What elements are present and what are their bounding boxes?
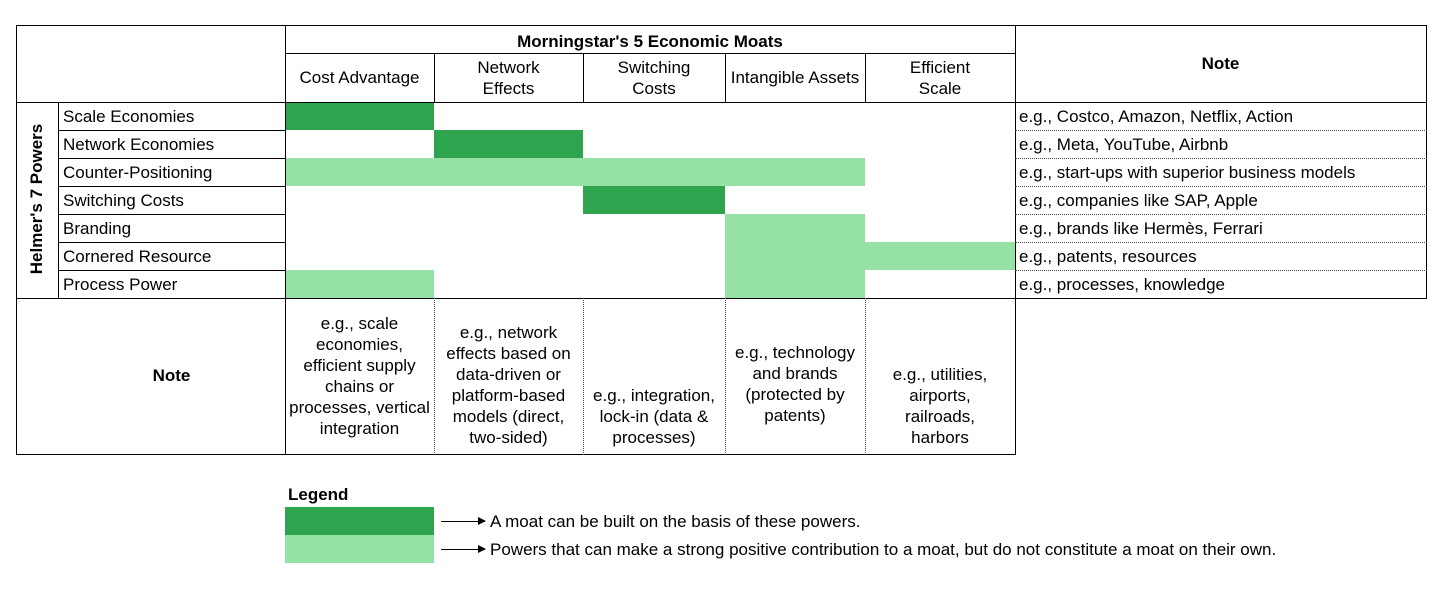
moat-header-network-effects: Network Effects — [477, 57, 540, 98]
grid-line — [58, 102, 59, 299]
grid-line — [1015, 25, 1016, 455]
moat-header-cost-advantage: Cost Advantage — [299, 68, 420, 87]
grid-line — [725, 298, 726, 455]
power-label: Network Economies — [63, 135, 215, 154]
power-label: Process Power — [63, 275, 178, 294]
power-note: e.g., start-ups with superior business m… — [1019, 163, 1356, 182]
grid-line — [16, 25, 17, 455]
legend-arrow-light — [441, 545, 486, 553]
grid-line — [583, 298, 584, 455]
bottom-note-cost-advantage: e.g., scale economies, efficient supply … — [289, 313, 430, 438]
moat-header-efficient-scale: Efficient Scale — [909, 57, 971, 98]
power-note: e.g., Meta, YouTube, Airbnb — [1019, 135, 1229, 154]
bottom-note-switching-costs: e.g., integration, lock-in (data & proce… — [593, 386, 715, 447]
power-label: Counter-Positioning — [63, 163, 213, 182]
grid-line — [58, 242, 286, 243]
grid-line — [865, 53, 866, 103]
grid-line — [1426, 25, 1427, 299]
power-note: e.g., Costco, Amazon, Netflix, Action — [1019, 107, 1294, 126]
legend-swatch-light — [285, 535, 434, 563]
power-label: Branding — [63, 219, 132, 238]
moats-group-title: Morningstar's 5 Economic Moats — [517, 31, 783, 51]
matrix-cell-dark — [434, 130, 583, 158]
grid-line — [16, 454, 1016, 455]
power-note: e.g., processes, knowledge — [1019, 275, 1226, 294]
helmers-7-powers-label: Helmer's 7 Powers — [27, 123, 46, 275]
grid-line — [16, 25, 1427, 26]
moat-header-switching-costs: Switching Costs — [617, 57, 691, 98]
legend-swatch-dark — [285, 507, 434, 535]
legend-title: Legend — [288, 485, 349, 504]
grid-line — [434, 298, 435, 455]
grid-line — [16, 298, 1427, 299]
matrix-cell-light — [434, 158, 583, 186]
grid-line — [865, 298, 866, 455]
bottom-note-efficient-scale: e.g., utilities, airports, railroads, ha… — [892, 365, 988, 447]
grid-line — [1015, 214, 1427, 215]
grid-line — [1015, 186, 1427, 187]
matrix-cell-dark — [583, 186, 725, 214]
power-label: Switching Costs — [63, 191, 184, 210]
power-label: Scale Economies — [63, 107, 195, 126]
grid-line — [285, 53, 1016, 54]
grid-line — [16, 102, 1427, 103]
matrix-cell-light — [725, 158, 865, 186]
bottom-note-label: Note — [152, 366, 191, 385]
bottom-note-network-effects: e.g., network effects based on data-driv… — [446, 323, 571, 447]
legend-arrow-dark — [441, 517, 486, 525]
matrix-cell-light — [285, 158, 434, 186]
grid-line — [1015, 130, 1427, 131]
grid-line — [434, 53, 435, 103]
grid-line — [58, 270, 286, 271]
grid-line — [1015, 158, 1427, 159]
grid-line — [1015, 242, 1427, 243]
legend-text-dark: A moat can be built on the basis of thes… — [490, 512, 861, 531]
bottom-note-intangible-assets: e.g., technology and brands (protected b… — [734, 343, 856, 425]
grid-line — [58, 186, 286, 187]
grid-line — [1015, 270, 1427, 271]
note-column-header: Note — [1201, 54, 1240, 73]
matrix-cell-light — [725, 214, 865, 242]
matrix-cell-light — [285, 270, 434, 298]
matrix-cell-light — [725, 270, 865, 298]
matrix-cell-light — [865, 242, 1015, 270]
grid-line — [725, 53, 726, 103]
matrix-cell-dark — [285, 102, 434, 130]
grid-line — [58, 214, 286, 215]
matrix-cell-light — [583, 158, 725, 186]
power-note: e.g., patents, resources — [1019, 247, 1197, 266]
matrix-cell-light — [725, 242, 865, 270]
moat-header-intangible-assets: Intangible Assets — [730, 68, 860, 87]
power-note: e.g., companies like SAP, Apple — [1019, 191, 1258, 210]
power-label: Cornered Resource — [63, 247, 212, 266]
power-note: e.g., brands like Hermès, Ferrari — [1019, 219, 1263, 238]
grid-line — [583, 53, 584, 103]
legend-text-light: Powers that can make a strong positive c… — [490, 540, 1277, 559]
grid-line — [58, 130, 286, 131]
grid-line — [58, 158, 286, 159]
grid-line — [285, 25, 286, 455]
